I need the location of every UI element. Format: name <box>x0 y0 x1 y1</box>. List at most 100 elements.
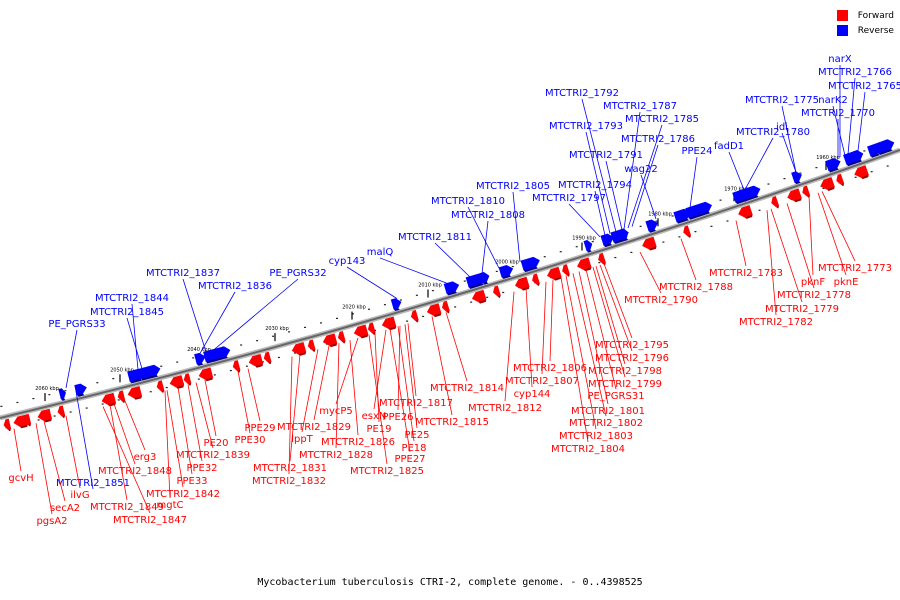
reverse-gene-arrow <box>209 346 231 362</box>
leader-line <box>781 105 797 173</box>
forward-gene-arrow <box>57 405 66 418</box>
gene-layer <box>3 139 895 432</box>
guide-dot <box>559 251 562 253</box>
genome-caption: Mycobacterium tuberculosis CTRI-2, compl… <box>257 577 643 588</box>
gene-arrow-shade <box>497 295 501 298</box>
forward-gene-arrow <box>426 303 442 318</box>
gene-arrow <box>248 353 264 367</box>
gene-label: idi <box>776 122 788 133</box>
gene-label: MTCTRI2_1828 <box>299 450 373 461</box>
gene-label: MTCTRI2_1837 <box>146 268 220 279</box>
gene-arrow <box>700 201 713 214</box>
gene-arrow-shade <box>586 249 592 253</box>
reverse-gene-arrow <box>520 256 540 273</box>
legend-forward: Forward <box>836 8 894 23</box>
leader-line <box>857 91 866 151</box>
scale-tick-label: 1970 kbp <box>724 186 748 192</box>
forward-swatch <box>836 10 848 21</box>
gene-label: mgtC <box>157 500 184 511</box>
gene-label: MTCTRI2_1770 <box>801 108 875 119</box>
guide-dot <box>799 172 802 174</box>
guide-dot <box>710 225 713 227</box>
gene-arrow <box>738 204 753 218</box>
leader-line <box>199 291 236 354</box>
forward-gene-arrow <box>337 331 346 344</box>
guide-dot <box>335 317 338 319</box>
leader-line <box>288 356 293 475</box>
guide-dot <box>213 374 216 376</box>
guide-dot <box>630 251 633 254</box>
guide-dot <box>64 390 67 392</box>
leader-line <box>786 203 815 289</box>
leader-line <box>766 210 777 316</box>
gene-arrow <box>353 324 369 337</box>
gene-arrow-shade <box>826 186 835 191</box>
leader-line <box>781 132 797 173</box>
guide-dot <box>886 165 889 167</box>
legend-forward-label: Forward <box>857 10 894 21</box>
gene-label: MTCTRI2_1793 <box>549 121 623 132</box>
scale-tick-label: 1990 kbp <box>572 236 596 242</box>
scale-tick-label: 1960 kbp <box>816 155 840 161</box>
guide-dot <box>351 313 354 315</box>
guide-dot <box>374 329 377 332</box>
gene-arrow-shade <box>446 310 450 314</box>
reverse-gene-arrow <box>465 273 486 289</box>
gene-arrow <box>322 333 338 346</box>
forward-gene-arrow <box>471 289 487 304</box>
gene-arrow-shade <box>342 340 346 344</box>
gene-label: MTCTRI2_1787 <box>603 101 677 112</box>
gene-arrow <box>441 300 450 312</box>
forward-gene-arrow <box>381 316 397 331</box>
gene-arrow-shade <box>742 195 759 202</box>
guide-dot <box>406 320 409 322</box>
guide-dot <box>16 401 19 404</box>
guide-dot <box>822 187 825 190</box>
gene-arrow-shade <box>703 211 711 215</box>
guide-dot <box>293 352 296 354</box>
gene-label: PE20 <box>203 438 228 449</box>
gene-label: MTCTRI2_1766 <box>818 67 892 78</box>
forward-gene-arrow <box>127 386 143 400</box>
gene-label: MTCTRI2_1785 <box>625 114 699 125</box>
guide-dot <box>53 415 56 417</box>
forward-gene-arrow <box>532 273 540 286</box>
gene-arrow-shade <box>205 377 213 382</box>
forward-gene-arrow <box>562 264 570 277</box>
leader-line <box>177 387 193 475</box>
leader-line <box>594 190 606 236</box>
reverse-gene-arrow <box>620 228 629 241</box>
reverse-gene-arrow <box>74 383 87 397</box>
leader-line <box>639 251 662 294</box>
leader-line <box>102 406 151 514</box>
gene-arrow <box>562 264 570 276</box>
gene-label: narX <box>828 54 852 65</box>
gene-label: MTCTRI2_1832 <box>252 476 326 487</box>
forward-gene-arrow <box>771 196 780 209</box>
gene-label: MTCTRI2_1801 <box>571 406 645 417</box>
gene-arrow <box>37 408 53 421</box>
forward-gene-arrow <box>547 266 562 281</box>
gene-label: PE_PGRS33 <box>48 319 105 330</box>
gene-arrow-shade <box>603 243 613 248</box>
gene-arrow-shade <box>478 299 487 304</box>
gene-label: mycP5 <box>319 406 353 417</box>
leader-line <box>595 266 626 365</box>
gene-arrow <box>620 228 629 240</box>
guide-dot <box>655 220 658 222</box>
gene-label: MTCTRI2_1775 <box>745 95 819 106</box>
gene-arrow-shade <box>329 343 338 348</box>
gene-arrow-shade <box>566 274 570 277</box>
gene-arrow <box>598 252 606 264</box>
gene-arrow-shade <box>161 390 165 393</box>
forward-gene-arrow <box>577 257 592 272</box>
gene-label: PE_PGRS31 <box>587 391 644 402</box>
gene-arrow-shade <box>62 415 65 418</box>
gene-arrow <box>426 303 442 316</box>
guide-dot <box>502 291 505 294</box>
gene-label: MTCTRI2_1794 <box>558 180 632 191</box>
forward-gene-arrow <box>441 300 450 314</box>
guide-dot <box>870 171 873 173</box>
guide-dot <box>117 399 120 401</box>
